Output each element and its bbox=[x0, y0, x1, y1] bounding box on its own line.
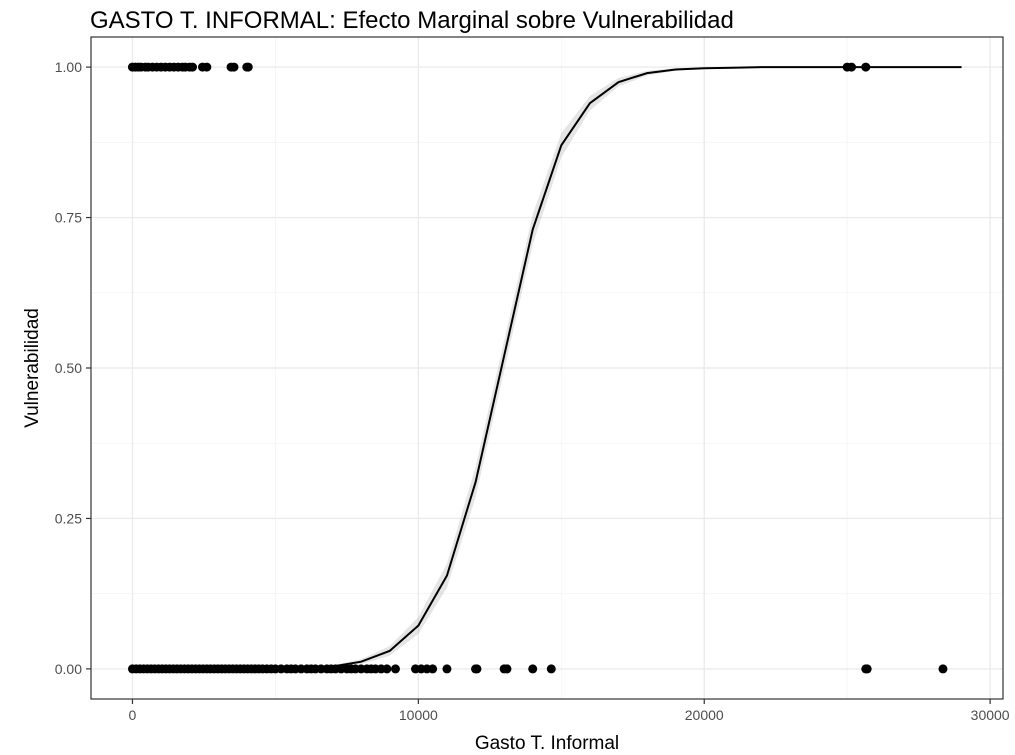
data-point bbox=[243, 62, 253, 72]
data-point bbox=[229, 62, 239, 72]
x-tick-label: 30000 bbox=[971, 707, 1010, 723]
y-axis-title: Vulnerabilidad bbox=[22, 308, 43, 428]
data-point bbox=[428, 664, 438, 674]
chart-title: GASTO T. INFORMAL: Efecto Marginal sobre… bbox=[90, 7, 734, 34]
y-tick-label: 0.50 bbox=[55, 360, 82, 376]
y-tick-label: 0.25 bbox=[55, 510, 82, 526]
data-point bbox=[546, 664, 556, 674]
x-axis-title: Gasto T. Informal bbox=[475, 733, 619, 754]
y-axis: 0.00 0.25 0.50 0.75 1.00 bbox=[55, 59, 91, 677]
data-point bbox=[390, 664, 400, 674]
x-tick-label: 0 bbox=[129, 707, 137, 723]
data-point bbox=[502, 664, 512, 674]
x-axis: 0 10000 20000 30000 bbox=[129, 699, 1010, 723]
fitted-curve bbox=[132, 66, 962, 670]
data-point bbox=[442, 664, 452, 674]
data-point bbox=[382, 664, 392, 674]
x-tick-label: 20000 bbox=[685, 707, 724, 723]
y-tick-label: 0.75 bbox=[55, 210, 82, 226]
x-tick-label: 10000 bbox=[399, 707, 438, 723]
data-point bbox=[472, 664, 482, 674]
y-tick-label: 1.00 bbox=[55, 59, 82, 75]
data-point bbox=[528, 664, 538, 674]
data-point bbox=[938, 664, 948, 674]
data-point bbox=[187, 62, 197, 72]
data-point bbox=[862, 664, 872, 674]
data-point bbox=[202, 62, 212, 72]
y-tick-label: 0.00 bbox=[55, 661, 82, 677]
